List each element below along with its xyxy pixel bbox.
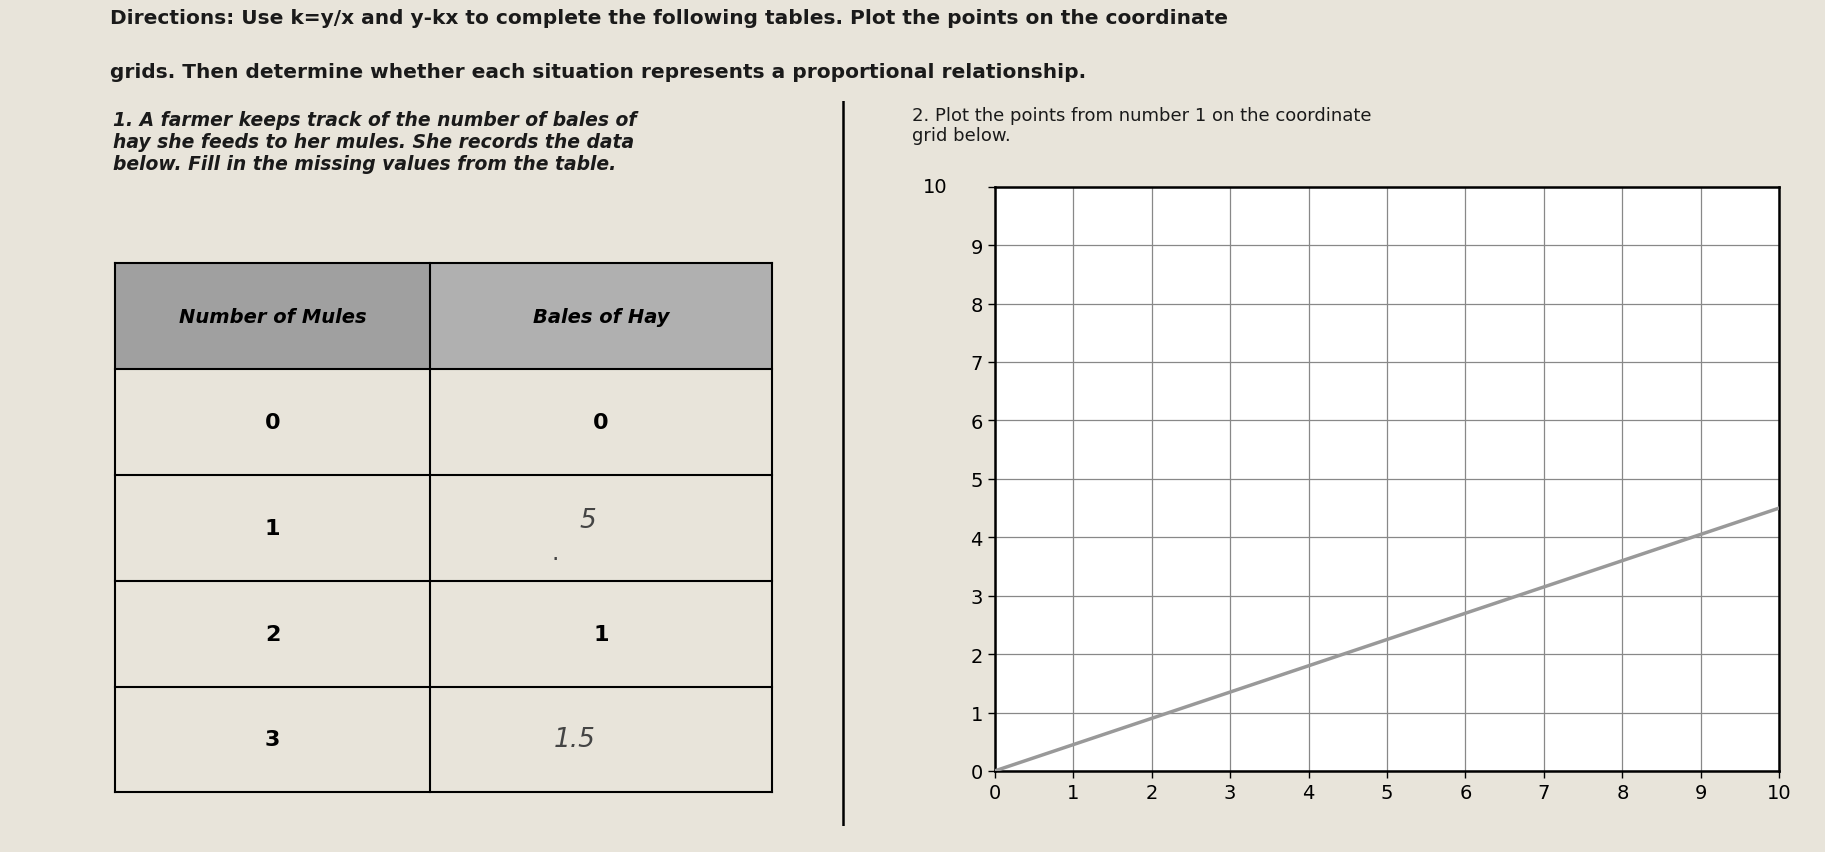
Text: 1.5: 1.5 [555,727,595,752]
Text: 0: 0 [593,412,610,433]
Text: 2. Plot the points from number 1 on the coordinate
grid below.: 2. Plot the points from number 1 on the … [912,106,1372,145]
Text: grids. Then determine whether each situation represents a proportional relations: grids. Then determine whether each situa… [110,63,1086,82]
Text: 10: 10 [923,178,947,197]
Text: .: . [551,540,558,564]
Text: Number of Mules: Number of Mules [179,308,367,326]
Text: 1: 1 [593,624,610,644]
Text: 5: 5 [580,507,597,533]
Text: 0: 0 [265,412,281,433]
Bar [431,264,772,370]
Bar [115,264,431,370]
Text: Directions: Use k=y/x and y-kx to complete the following tables. Plot the points: Directions: Use k=y/x and y-kx to comple… [110,9,1228,27]
Text: 1: 1 [265,518,281,538]
Text: 2: 2 [265,624,281,644]
Text: Bales of Hay: Bales of Hay [533,308,670,326]
Text: 3: 3 [265,729,281,750]
Text: 1. A farmer keeps track of the number of bales of
hay she feeds to her mules. Sh: 1. A farmer keeps track of the number of… [113,111,637,174]
